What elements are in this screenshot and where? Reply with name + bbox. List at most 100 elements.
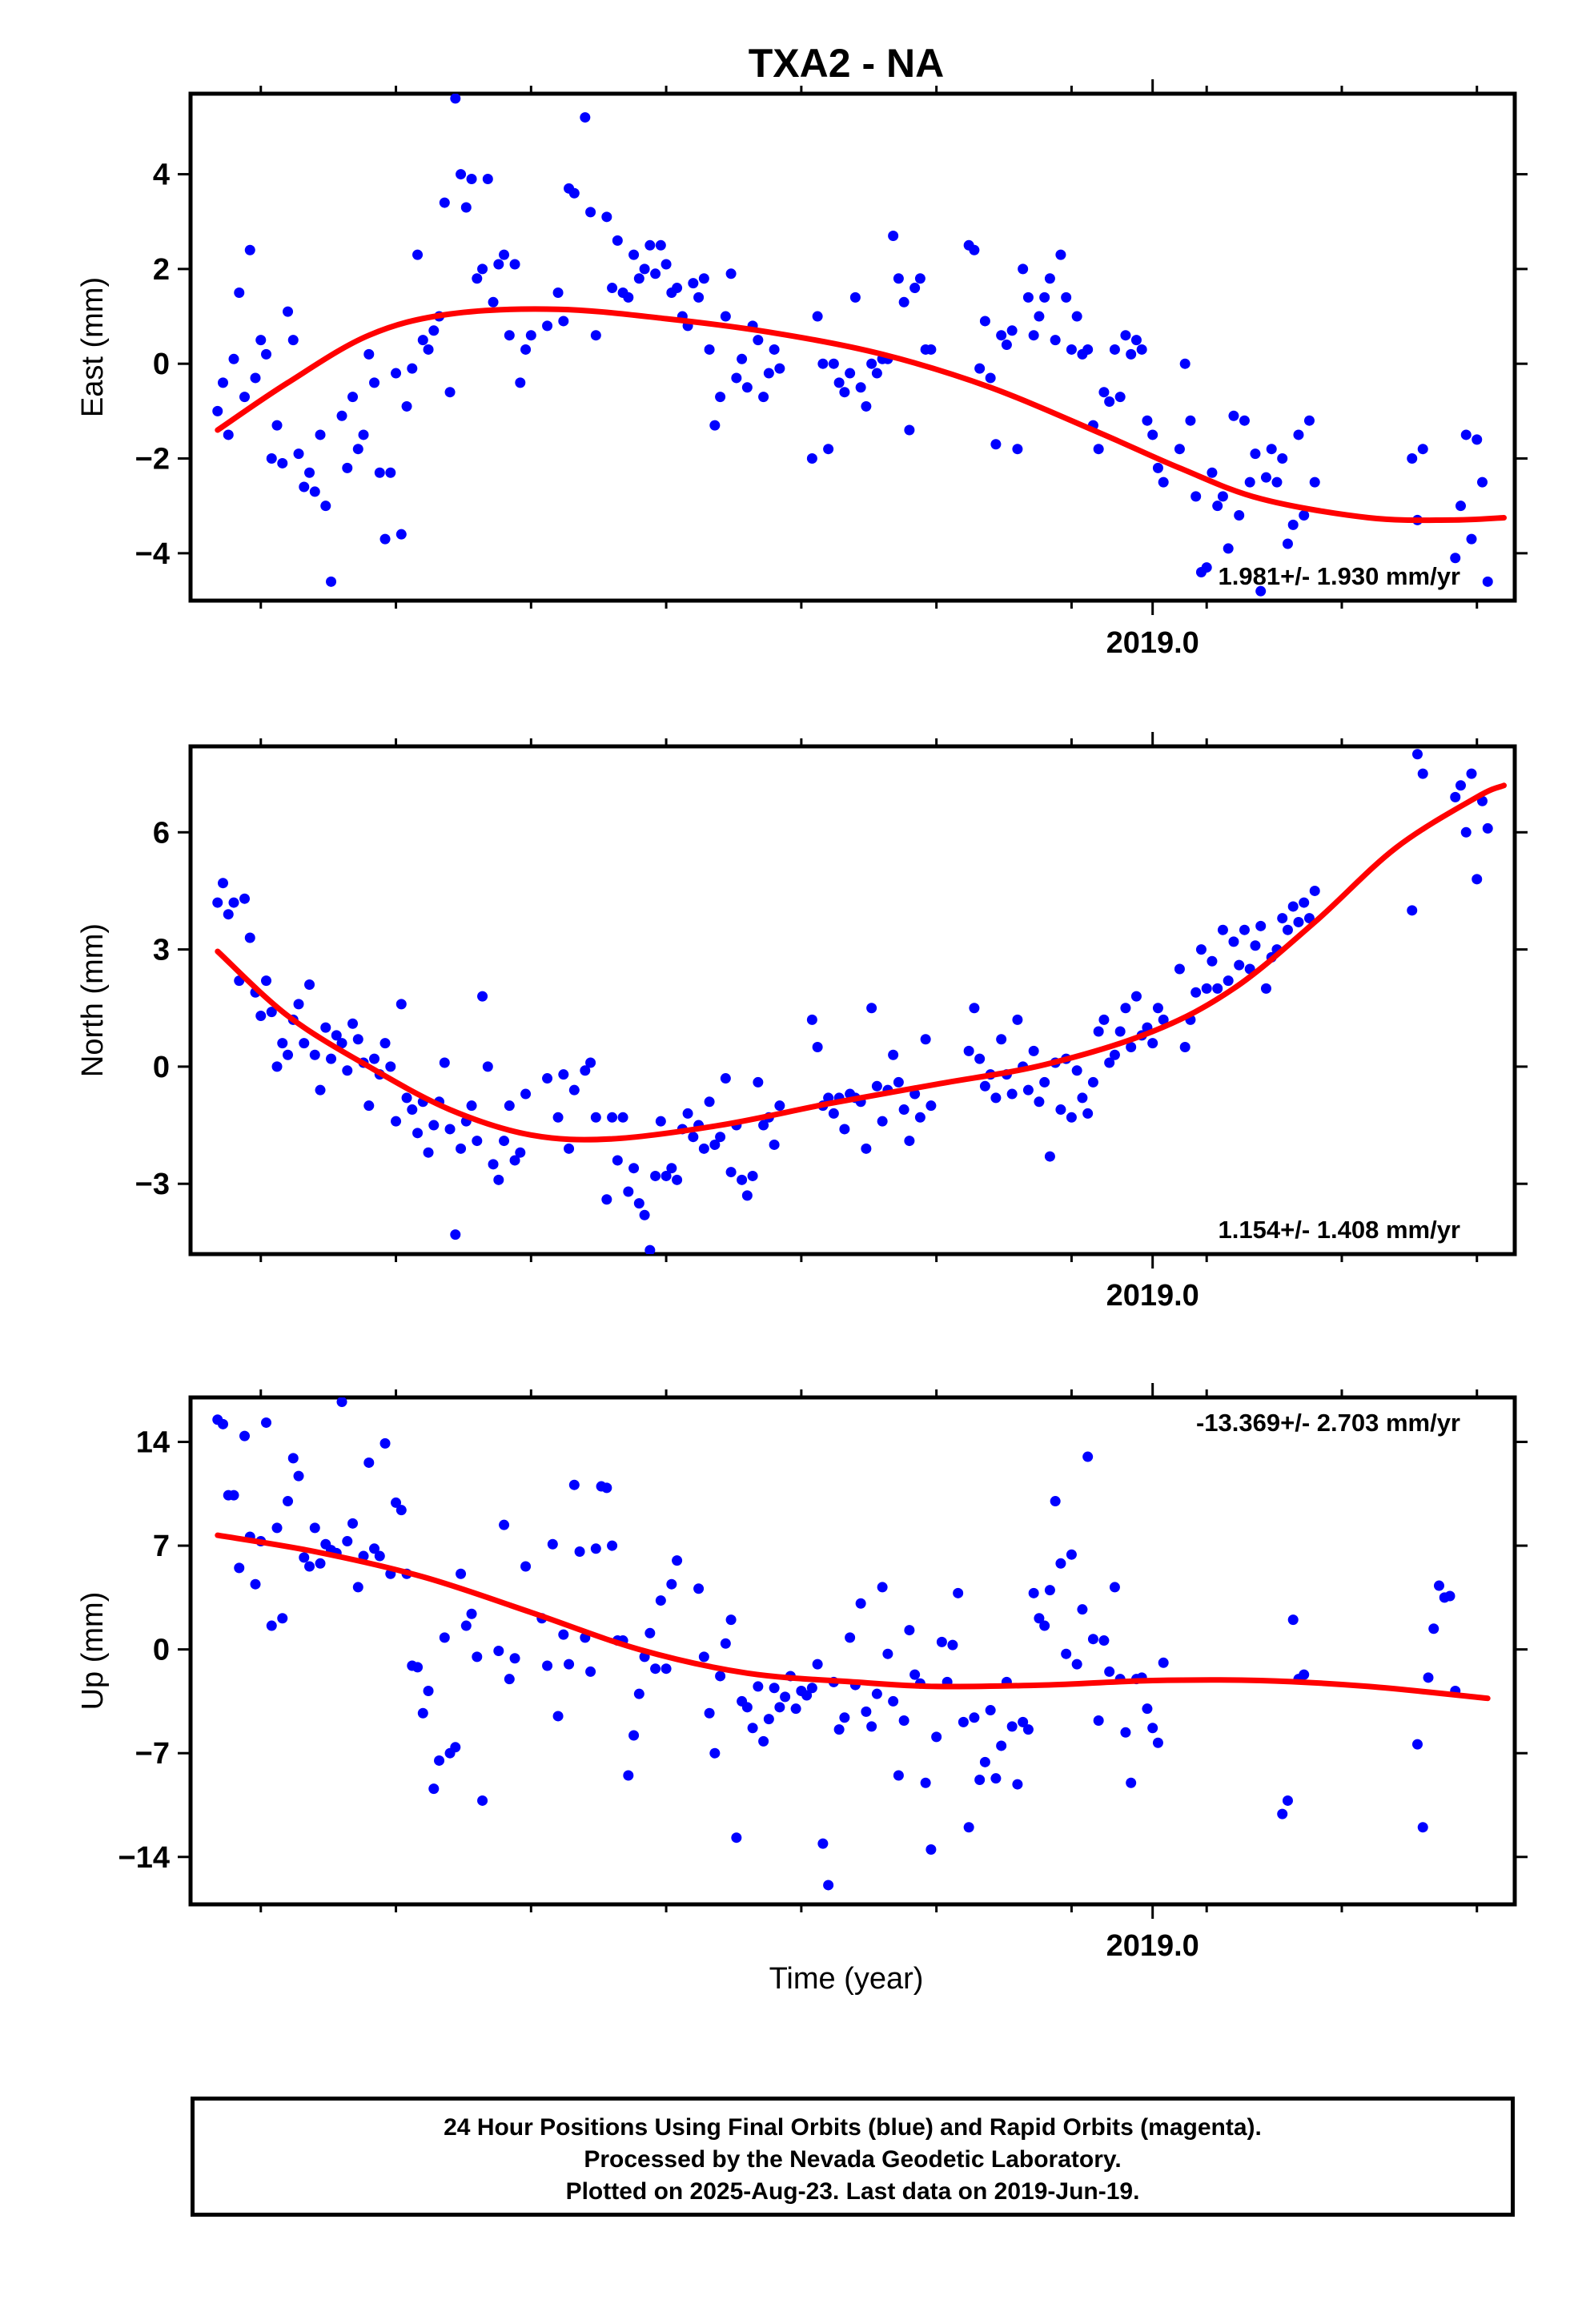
- up-data-point: [509, 1653, 520, 1664]
- east-data-point: [412, 249, 424, 260]
- up-data-point: [499, 1519, 510, 1530]
- up-y-tick-label: −14: [118, 1841, 170, 1875]
- north-data-point: [1303, 913, 1315, 924]
- east-data-point: [271, 420, 283, 431]
- north-data-point: [1407, 905, 1418, 916]
- east-data-point: [266, 453, 277, 464]
- east-data-point: [1460, 429, 1472, 440]
- east-data-point: [223, 429, 234, 440]
- east-data-point: [715, 392, 726, 403]
- north-data-point: [963, 1045, 974, 1056]
- north-data-point: [585, 1057, 596, 1068]
- caption-line-1: 24 Hour Positions Using Final Orbits (bl…: [444, 2114, 1262, 2141]
- east-y-tick-label: −2: [135, 443, 170, 476]
- north-data-point: [309, 1049, 320, 1060]
- east-data-point: [909, 283, 921, 294]
- east-data-point: [1282, 538, 1293, 549]
- east-plot-area: [212, 94, 1507, 597]
- up-data-point: [1050, 1496, 1061, 1507]
- north-data-point: [704, 1096, 715, 1108]
- north-data-point: [277, 1038, 288, 1049]
- up-data-point: [1039, 1620, 1050, 1631]
- up-data-point: [293, 1470, 304, 1482]
- east-data-point: [839, 387, 850, 398]
- up-data-point: [715, 1671, 726, 1682]
- east-data-point: [720, 311, 731, 322]
- up-data-point: [369, 1543, 380, 1554]
- north-data-point: [861, 1143, 872, 1154]
- north-data-point: [914, 1112, 926, 1123]
- east-data-point: [1191, 491, 1202, 502]
- east-rate-label: 1.981+/- 1.930 mm/yr: [1219, 562, 1460, 590]
- up-data-point: [1077, 1604, 1088, 1615]
- east-data-point: [1034, 311, 1045, 322]
- east-data-point: [212, 405, 223, 416]
- north-data-point: [1077, 1092, 1088, 1104]
- north-data-point: [893, 1076, 904, 1088]
- up-data-point: [704, 1707, 715, 1719]
- east-data-point: [525, 330, 536, 341]
- east-data-point: [806, 453, 817, 464]
- east-data-point: [391, 368, 402, 379]
- east-data-point: [542, 320, 553, 332]
- east-data-point: [580, 112, 591, 123]
- east-data-point: [320, 501, 331, 512]
- up-data-point: [1066, 1549, 1077, 1560]
- east-data-point: [504, 330, 515, 341]
- east-data-point: [499, 249, 510, 260]
- east-data-point: [698, 273, 709, 284]
- up-data-point: [315, 1558, 326, 1569]
- north-data-point: [266, 1007, 277, 1018]
- up-data-point: [304, 1561, 315, 1572]
- north-data-point: [1472, 874, 1483, 885]
- up-data-point: [753, 1681, 764, 1692]
- up-data-point: [574, 1546, 585, 1557]
- east-data-point: [845, 368, 856, 379]
- north-data-point: [1195, 944, 1207, 955]
- east-data-point: [607, 283, 618, 294]
- east-data-point: [1450, 553, 1461, 564]
- north-data-point: [1277, 913, 1288, 924]
- north-data-point: [1217, 924, 1228, 935]
- up-data-point: [558, 1629, 569, 1640]
- north-data-point: [1109, 1049, 1120, 1060]
- up-data-point: [823, 1880, 834, 1891]
- north-data-point: [568, 1084, 580, 1096]
- up-data-point: [1028, 1587, 1039, 1598]
- north-data-point: [1098, 1014, 1110, 1025]
- up-data-point: [342, 1536, 353, 1547]
- east-data-point: [423, 344, 434, 355]
- east-data-point: [407, 363, 418, 374]
- east-data-point: [244, 244, 255, 255]
- east-data-point: [255, 335, 267, 346]
- east-data-point: [250, 372, 261, 384]
- east-data-point: [1028, 330, 1039, 341]
- north-data-point: [1482, 822, 1493, 834]
- north-data-point: [1044, 1151, 1055, 1162]
- up-data-point: [812, 1659, 823, 1670]
- up-data-point: [871, 1688, 882, 1699]
- up-data-point: [1093, 1715, 1104, 1726]
- up-data-point: [979, 1756, 990, 1767]
- up-data-point: [650, 1663, 661, 1675]
- up-data-point: [996, 1740, 1007, 1751]
- north-data-point: [342, 1065, 353, 1076]
- east-x-tick-label: 2019.0: [1106, 626, 1199, 660]
- north-data-point: [655, 1116, 666, 1127]
- north-y-axis-label: North (mm): [76, 923, 110, 1077]
- east-data-point: [293, 448, 304, 460]
- north-data-point: [580, 1065, 591, 1076]
- north-data-point: [1039, 1076, 1050, 1088]
- north-data-point: [774, 1100, 785, 1112]
- north-data-point: [1012, 1014, 1023, 1025]
- east-data-point: [725, 268, 737, 279]
- east-data-point: [1044, 273, 1055, 284]
- north-data-point: [223, 909, 234, 920]
- east-data-point: [914, 273, 926, 284]
- north-frame: [188, 744, 1517, 1256]
- up-data-point: [1411, 1739, 1423, 1750]
- east-data-point: [628, 249, 640, 260]
- east-data-point: [1120, 330, 1131, 341]
- up-data-point: [893, 1770, 904, 1781]
- north-data-point: [1130, 991, 1142, 1002]
